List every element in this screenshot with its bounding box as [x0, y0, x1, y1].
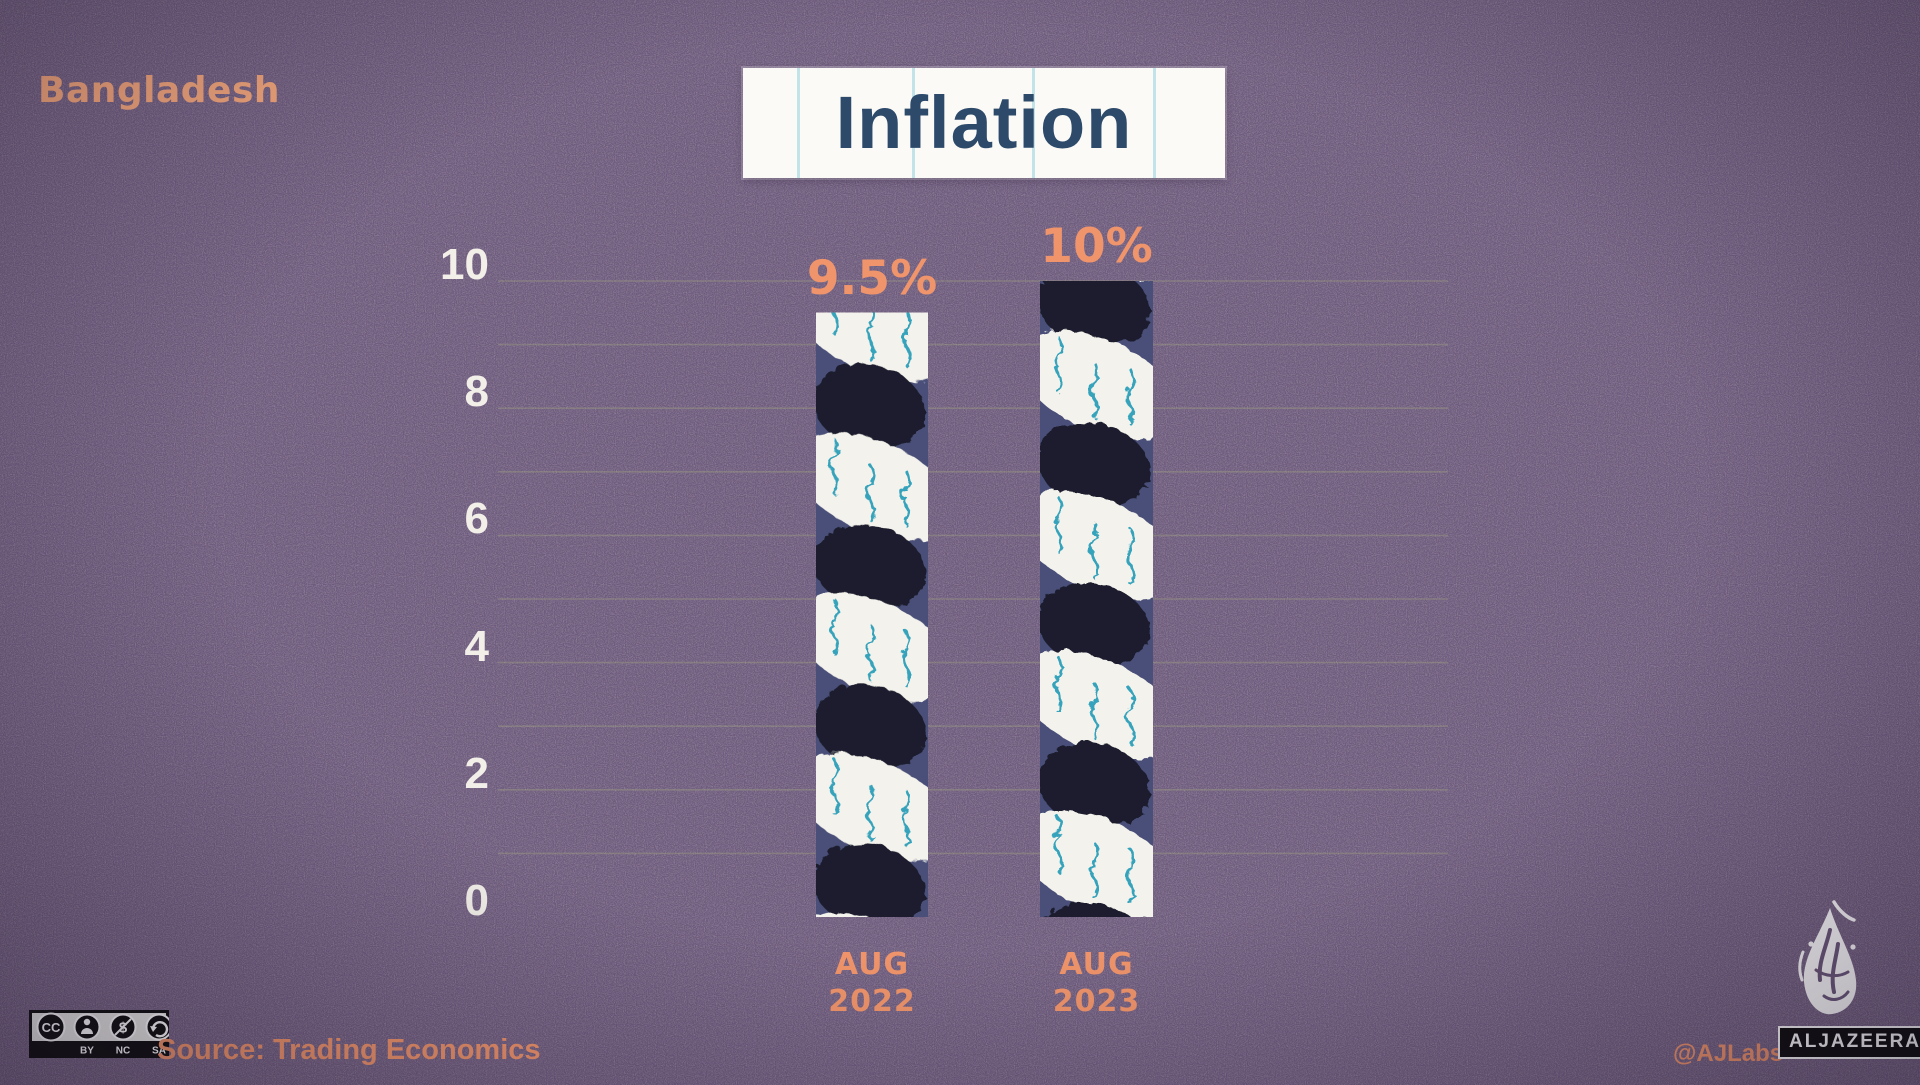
category-label-aug-2023: AUG 2023 — [1052, 947, 1141, 1019]
cc-sa-icon — [145, 1013, 169, 1041]
svg-text:CC: CC — [42, 1020, 61, 1035]
notebook-line — [1032, 68, 1035, 178]
svg-text:SA: SA — [152, 1046, 166, 1057]
bar-aug-2022 — [816, 312, 928, 917]
bar-aug-2023 — [1040, 281, 1153, 917]
cc-icon: CC — [36, 1012, 66, 1042]
notebook-line — [797, 68, 800, 178]
notebook-line — [912, 68, 915, 178]
ajlabs-handle: @AJLabs — [1673, 1040, 1784, 1067]
cc-license-badge: CC $ BY NC SA — [29, 1010, 169, 1058]
cc-nc-icon: $ — [109, 1013, 137, 1041]
category-label-aug-2022: AUG 2022 — [828, 947, 916, 1019]
bar-value-label-aug-2022: 9.5% — [806, 250, 938, 306]
y-tick-label: 2 — [464, 748, 489, 798]
y-tick-label: 6 — [464, 494, 489, 544]
country-label: Bangladesh — [38, 70, 281, 111]
svg-text:BY: BY — [80, 1046, 94, 1057]
y-tick-label: 8 — [464, 367, 489, 417]
svg-text:NC: NC — [116, 1046, 130, 1057]
bar-value-label-aug-2023: 10% — [1040, 219, 1153, 274]
y-tick-label: 0 — [464, 876, 489, 925]
chart-title-box: Inflation — [743, 68, 1225, 178]
y-tick-label: 10 — [440, 240, 489, 289]
aljazeera-flame-logo — [1798, 900, 1857, 1015]
source-credit: Source: Trading Economics — [157, 1034, 541, 1066]
page-title: Inflation — [835, 81, 1133, 164]
cc-by-icon — [73, 1013, 101, 1041]
notebook-line — [1153, 68, 1156, 178]
y-tick-label: 4 — [464, 621, 489, 671]
aljazeera-wordmark: ALJAZEERA — [1778, 1026, 1920, 1059]
